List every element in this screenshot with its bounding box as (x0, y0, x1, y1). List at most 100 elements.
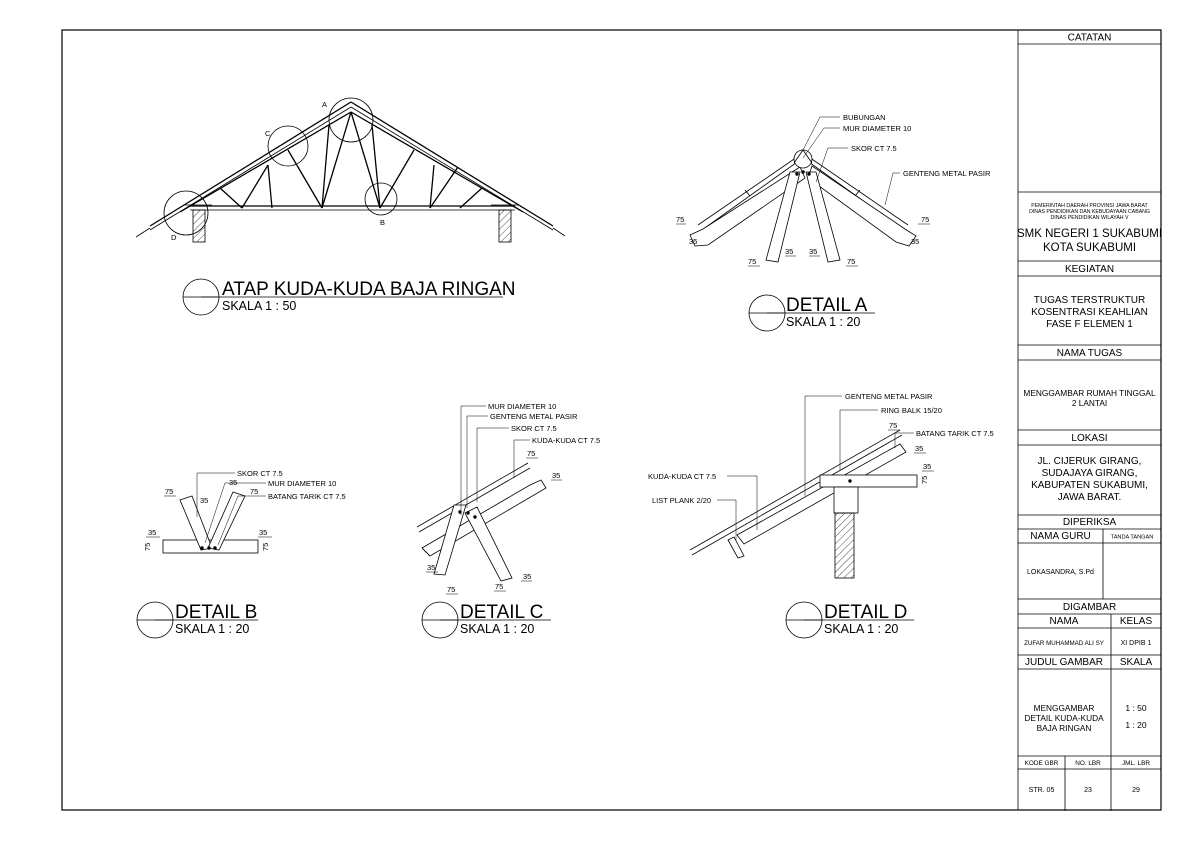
kode-label: KODE GBR (1025, 760, 1059, 767)
detail-a-dim-35-right: 35 (911, 237, 919, 246)
detail-b-dim-75-left: 75 (143, 543, 152, 551)
guru-name: LOKASANDRA, S.Pd (1027, 569, 1094, 576)
lokasi-label: LOKASI (1071, 433, 1107, 444)
detail-c-dim-75-bl: 75 (447, 585, 455, 594)
skala-2: 1 : 20 (1125, 720, 1147, 730)
detail-b-dim-35-top2: 35 (229, 478, 237, 487)
kelas-label: KELAS (1120, 616, 1153, 627)
nama-label: NAMA (1050, 616, 1079, 627)
detail-a-ann-bubungan: BUBUNGAN (843, 113, 886, 122)
diperiksa-label: DIPERIKSA (1063, 517, 1117, 528)
detail-d-ann-ring: RING BALK 15/20 (881, 406, 942, 415)
lokasi-line-1: JL. CIJERUK GIRANG, (1038, 456, 1142, 467)
detail-d-ann-genteng: GENTENG METAL PASIR (845, 392, 933, 401)
digambar-label: DIGAMBAR (1063, 602, 1116, 613)
detail-c-dim-35-top: 35 (552, 471, 560, 480)
detail-d-dim-75-top: 75 (889, 421, 897, 430)
detail-a-scale: SKALA 1 : 20 (786, 315, 860, 329)
judul-line-2: DETAIL KUDA-KUDA (1024, 713, 1104, 723)
detail-a-dim-75-br: 75 (847, 257, 855, 266)
skala-label: SKALA (1120, 657, 1153, 668)
judul-line-1: MENGGAMBAR (1034, 703, 1095, 713)
detail-d-ann-kuda: KUDA-KUDA CT 7.5 (648, 472, 716, 481)
main-view-scale: SKALA 1 : 50 (222, 299, 296, 313)
jmllbr-value: 29 (1132, 787, 1140, 794)
detail-b-dim-75-top2: 75 (250, 487, 258, 496)
detail-b-ann-skor: SKOR CT 7.5 (237, 469, 283, 478)
detail-a-ann-mur: MUR DIAMETER 10 (843, 124, 911, 133)
sheet-border (61, 29, 1162, 811)
detail-c-ann-mur: MUR DIAMETER 10 (488, 402, 556, 411)
detail-a-dim-35-bl: 35 (785, 247, 793, 256)
gov-line-3: DINAS PENDIDIKAN WILAYAH V (1051, 215, 1129, 221)
detail-circle-d (163, 190, 209, 236)
kode-value: STR. 05 (1029, 787, 1055, 794)
detail-c-dim-35-bl: 35 (427, 563, 435, 572)
detail-a-dim-35-br: 35 (809, 247, 817, 256)
detail-c-dim-75-top: 75 (527, 449, 535, 458)
gov-line-2: DINAS PENDIDIKAN DAN KEBUDAYAAN CABANG (1029, 209, 1150, 215)
detail-b: SKOR CT 7.5 MUR DIAMETER 10 BATANG TARIK… (136, 469, 346, 639)
detail-b-ann-mur: MUR DIAMETER 10 (268, 479, 336, 488)
detail-d-dim-35-right: 35 (923, 462, 931, 471)
kegiatan-line-1: TUGAS TERSTRUKTUR (1034, 295, 1146, 306)
label-d: D (171, 233, 177, 242)
nama-tugas-line-2: 2 LANTAI (1072, 398, 1107, 408)
judul-label: JUDUL GAMBAR (1025, 657, 1103, 668)
nama-tugas-line-1: MENGGAMBAR RUMAH TINGGAL (1023, 388, 1156, 398)
detail-b-dim-35-top: 35 (200, 496, 208, 505)
detail-d-dim-75-right: 75 (920, 476, 929, 484)
label-b: B (380, 218, 385, 227)
lokasi-line-2: SUDAJAYA GIRANG, (1042, 468, 1138, 479)
detail-circle-b (364, 182, 398, 216)
skala-1: 1 : 50 (1125, 703, 1147, 713)
detail-b-dim-75-top: 75 (165, 487, 173, 496)
detail-c-ann-genteng: GENTENG METAL PASIR (490, 412, 578, 421)
detail-a: BUBUNGAN MUR DIAMETER 10 SKOR CT 7.5 GEN… (676, 113, 991, 332)
detail-d-ann-batang: BATANG TARIK CT 7.5 (916, 429, 994, 438)
label-c: C (265, 129, 271, 138)
detail-circle-c (267, 125, 309, 167)
kegiatan-line-2: KOSENTRASI KEAHLIAN (1031, 307, 1148, 318)
detail-c: MUR DIAMETER 10 GENTENG METAL PASIR SKOR… (416, 402, 600, 639)
lokasi-line-4: JAWA BARAT. (1058, 492, 1122, 503)
detail-d: GENTENG METAL PASIR RING BALK 15/20 BATA… (648, 392, 994, 639)
school-city: KOTA SUKABUMI (1043, 242, 1136, 254)
tanda-tangan-label: TANDA TANGAN (1111, 535, 1154, 541)
detail-d-ann-list: LIST PLANK 2/20 (652, 496, 711, 505)
detail-b-scale: SKALA 1 : 20 (175, 622, 249, 636)
detail-b-dim-35-right: 35 (259, 528, 267, 537)
detail-d-scale: SKALA 1 : 20 (824, 622, 898, 636)
detail-a-title: DETAIL A (786, 295, 868, 316)
detail-a-dim-75-left: 75 (676, 215, 684, 224)
school-name: SMK NEGERI 1 SUKABUMI (1017, 228, 1162, 240)
detail-b-dim-35-left: 35 (148, 528, 156, 537)
detail-d-title: DETAIL D (824, 602, 907, 623)
detail-c-ann-kuda: KUDA-KUDA CT 7.5 (532, 436, 600, 445)
kegiatan-line-3: FASE F ELEMEN 1 (1046, 319, 1133, 330)
kelas-value: XI DPIB 1 (1121, 640, 1152, 647)
detail-a-ann-skor: SKOR CT 7.5 (851, 144, 897, 153)
kegiatan-label: KEGIATAN (1065, 264, 1114, 275)
detail-a-dim-75-right: 75 (921, 215, 929, 224)
detail-c-dim-75-br: 75 (495, 582, 503, 591)
detail-c-dim-35-br: 35 (523, 572, 531, 581)
judul-line-3: BAJA RINGAN (1037, 723, 1092, 733)
roof-cladding-right (350, 101, 554, 227)
detail-a-dim-75-bl: 75 (748, 257, 756, 266)
detail-a-dim-35-left: 35 (689, 237, 697, 246)
detail-c-title: DETAIL C (460, 602, 543, 623)
title-block: CATATAN PEMERINTAH DAERAH PROVINSI JAWA … (1017, 30, 1162, 811)
detail-b-title: DETAIL B (175, 602, 257, 623)
lokasi-line-3: KABUPATEN SUKABUMI, (1031, 480, 1148, 491)
detail-c-scale: SKALA 1 : 20 (460, 622, 534, 636)
detail-d-dim-35-top: 35 (915, 444, 923, 453)
student-name: ZUFAR MUHAMMAD ALI SY (1024, 640, 1104, 647)
detail-b-dim-75-right: 75 (261, 543, 270, 551)
main-view-title: ATAP KUDA-KUDA BAJA RINGAN (222, 279, 516, 300)
catatan-label: CATATAN (1068, 33, 1112, 44)
detail-b-ann-batang: BATANG TARIK CT 7.5 (268, 492, 346, 501)
nama-tugas-label: NAMA TUGAS (1057, 348, 1123, 359)
roof-cladding-left (149, 101, 352, 227)
